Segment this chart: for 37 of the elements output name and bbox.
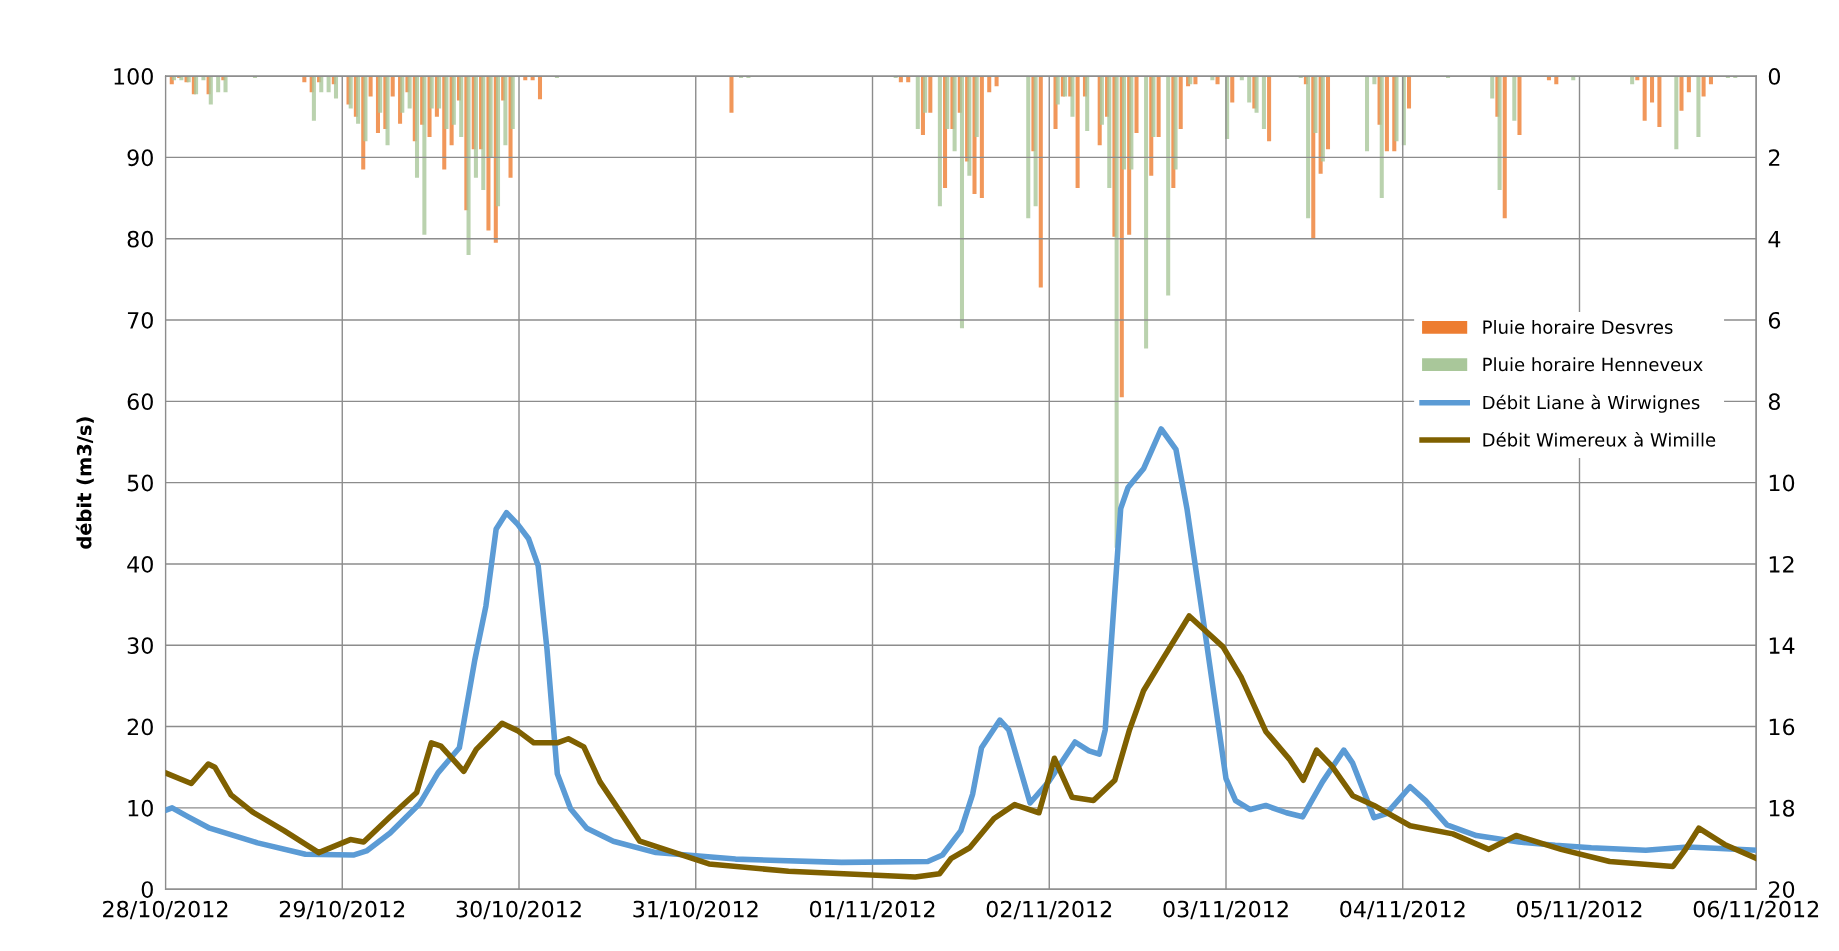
- y-tick-label: 0: [141, 881, 153, 898]
- y-tick-label: 70: [127, 311, 153, 329]
- x-tick-label: 05/11/2012: [1516, 900, 1642, 920]
- y-tick-label: 100: [114, 68, 153, 85]
- x-tick-label: 31/10/2012: [633, 900, 758, 920]
- x-tick-label: 02/11/2012: [986, 900, 1112, 920]
- x-tick-label: 28/10/2012: [103, 900, 228, 920]
- y-tick-label: 30: [127, 637, 153, 655]
- y2-tick-label: 14: [1769, 637, 1795, 654]
- y2-tick-label: 16: [1769, 718, 1795, 736]
- legend-label: Pluie horaire Desvres: [1483, 319, 1673, 334]
- x-tick-label: 01/11/2012: [809, 900, 935, 920]
- x-tick-label: 04/11/2012: [1340, 900, 1465, 920]
- y-tick-label: 40: [127, 555, 153, 573]
- y-tick-label: 50: [127, 474, 153, 492]
- y2-tick-label: 10: [1769, 474, 1795, 492]
- x-tick-label: 06/11/2012: [1693, 900, 1819, 920]
- legend-label: Débit Liane à Wirwignes: [1483, 394, 1700, 413]
- y2-tick-label: 0: [1768, 68, 1781, 85]
- x-tick-label: 03/11/2012: [1163, 900, 1288, 920]
- legend-label: Pluie horaire Henneveux: [1483, 357, 1703, 372]
- y-tick-label: 10: [128, 799, 153, 817]
- y2-tick-label: 2: [1768, 149, 1780, 166]
- legend-label: Débit Wimereux à Wimille: [1483, 431, 1716, 447]
- y2-tick-label: 18: [1769, 799, 1795, 817]
- y2-tick-label: 12: [1769, 555, 1794, 573]
- x-tick-label: 30/10/2012: [456, 900, 581, 920]
- y-tick-label: 80: [127, 230, 153, 248]
- y2-tick-label: 4: [1768, 230, 1781, 248]
- y2-tick-label: 6: [1768, 311, 1781, 329]
- y2-tick-label: 8: [1768, 393, 1780, 411]
- x-tick-label: 29/10/2012: [279, 900, 405, 920]
- y-tick-label: 90: [127, 149, 153, 167]
- y-tick-label: 60: [127, 393, 153, 411]
- y2-tick-label: 20: [1768, 881, 1795, 898]
- y-tick-label: 20: [127, 718, 153, 736]
- y-axis-title: débit (m3/s): [75, 417, 94, 549]
